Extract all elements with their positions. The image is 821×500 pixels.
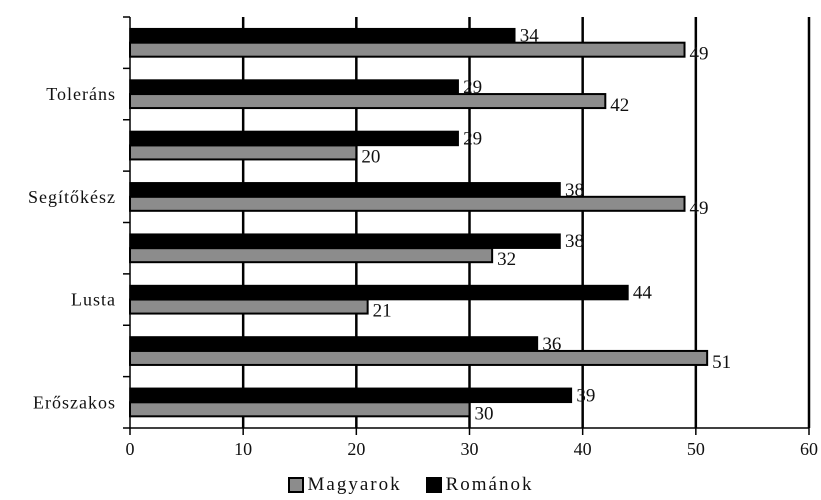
bar-romanok-4 — [129, 182, 561, 198]
bar-romanok-5 — [129, 130, 459, 147]
value-label-magyarok-7: 49 — [690, 44, 709, 65]
value-label-magyarok-1: 51 — [712, 352, 731, 373]
value-label-romanok-7: 34 — [520, 26, 540, 47]
value-label-romanok-5: 29 — [463, 128, 482, 149]
value-label-magyarok-2: 21 — [373, 301, 392, 322]
labels: 0 10 20 30 40 50 60 39 30 Erőszakos 36 51 44 21 Lusta 3… — [28, 26, 818, 459]
category-label-4: Segítőkész — [28, 187, 116, 207]
axes — [129, 17, 809, 429]
legend-item-romanok: Románok — [425, 474, 534, 496]
value-label-romanok-1: 36 — [542, 334, 561, 355]
legend-label-magyarok: Magyarok — [307, 474, 402, 495]
x-tick-label-10: 10 — [234, 439, 252, 459]
value-label-magyarok-4: 49 — [690, 198, 709, 219]
value-label-romanok-4: 38 — [565, 180, 584, 201]
bar-magyarok-3 — [129, 247, 494, 264]
x-tick-label-60: 60 — [800, 439, 818, 459]
legend: Magyarok Románok — [0, 474, 821, 496]
value-label-magyarok-0: 30 — [475, 403, 494, 424]
bar-romanok-2 — [129, 284, 629, 301]
x-tick-label-30: 30 — [461, 439, 479, 459]
bars — [129, 27, 709, 418]
x-tick-label-40: 40 — [574, 439, 592, 459]
bar-magyarok-6 — [129, 93, 607, 110]
category-label-6: Toleráns — [46, 84, 116, 104]
legend-label-romanok: Románok — [445, 474, 534, 495]
x-tick-label-50: 50 — [687, 439, 705, 459]
legend-swatch-magyarok — [287, 477, 304, 493]
bar-romanok-3 — [129, 233, 561, 249]
bar-magyarok-4 — [129, 195, 686, 212]
value-label-romanok-2: 44 — [633, 283, 653, 304]
value-label-magyarok-6: 42 — [610, 95, 629, 116]
category-label-2: Lusta — [71, 290, 116, 310]
bar-magyarok-0 — [129, 401, 471, 418]
x-tick-label-20: 20 — [347, 439, 365, 459]
bar-romanok-0 — [129, 387, 573, 404]
bar-magyarok-7 — [129, 41, 686, 58]
bar-romanok-6 — [129, 79, 459, 95]
bar-romanok-7 — [129, 27, 516, 44]
x-tick-label-0: 0 — [126, 439, 135, 459]
bar-romanok-1 — [129, 336, 539, 352]
value-label-magyarok-5: 20 — [361, 146, 380, 167]
bar-magyarok-2 — [129, 298, 369, 315]
legend-swatch-romanok — [425, 477, 442, 493]
bar-magyarok-1 — [129, 349, 709, 366]
value-label-romanok-3: 38 — [565, 231, 584, 252]
value-label-magyarok-3: 32 — [497, 249, 516, 270]
category-label-0: Erőszakos — [33, 392, 116, 412]
value-label-romanok-0: 39 — [576, 385, 595, 406]
bar-magyarok-5 — [129, 144, 358, 161]
value-label-romanok-6: 29 — [463, 77, 482, 98]
bar-chart: 0 10 20 30 40 50 60 39 30 Erőszakos 36 51 44 21 Lusta 3… — [28, 16, 818, 459]
legend-item-magyarok: Magyarok — [287, 474, 402, 496]
